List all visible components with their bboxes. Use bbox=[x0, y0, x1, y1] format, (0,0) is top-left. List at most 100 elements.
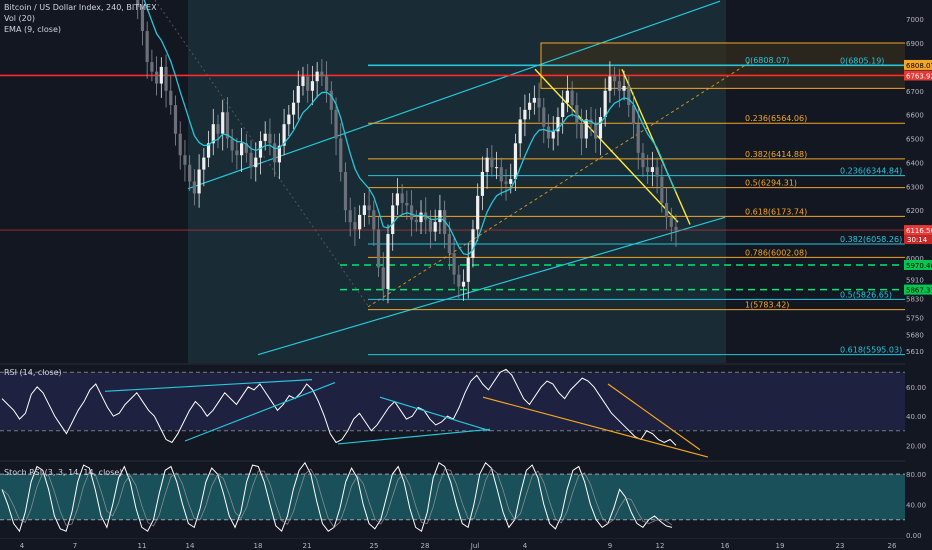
price-tick-label: 6700 bbox=[906, 88, 924, 96]
candle-body bbox=[216, 124, 220, 134]
time-axis[interactable]: 4 7 11 14 18 21 25 28 Jul 4 9 12 16 19 23 26 bbox=[0, 539, 932, 550]
candle-body bbox=[419, 212, 423, 223]
candle-body bbox=[376, 229, 381, 268]
candle-body bbox=[546, 126, 551, 139]
candle-body bbox=[664, 202, 669, 218]
fib-badge-bg bbox=[904, 59, 932, 70]
fib-level-label: 0(6805.19) bbox=[840, 57, 884, 66]
ema-indicator-label[interactable]: EMA (9, close) bbox=[4, 25, 61, 34]
rsi-legend[interactable]: RSI (14, close) bbox=[4, 368, 62, 377]
price-axis-bg bbox=[905, 0, 932, 550]
candle-body bbox=[362, 205, 366, 215]
time-tick-label: 7 bbox=[73, 542, 77, 550]
candle-body bbox=[188, 164, 192, 182]
candle-body bbox=[358, 214, 362, 230]
chart-legend[interactable]: Bitcoin / US Dollar Index, 240, BITMEX V… bbox=[4, 2, 157, 35]
candle-body bbox=[225, 112, 230, 139]
candle-body bbox=[433, 222, 437, 232]
price-tick-label: 6900 bbox=[906, 40, 924, 48]
candle-body bbox=[164, 66, 168, 91]
rsi-tick-label: 60.00 bbox=[906, 384, 926, 392]
fib-level-label: 0.236(6564.06) bbox=[745, 114, 807, 123]
candle-body bbox=[381, 267, 385, 289]
candle-body bbox=[542, 107, 546, 127]
symbol-title[interactable]: Bitcoin / US Dollar Index, 240, BITMEX bbox=[4, 3, 157, 12]
candle-body bbox=[140, 7, 145, 32]
price-axis[interactable]: 7000690068006700660065006400630062006100… bbox=[904, 0, 932, 550]
price-tick-label: 6400 bbox=[906, 159, 924, 167]
candle-body bbox=[306, 76, 310, 91]
fib-level-label: 0.618(5595.03) bbox=[840, 346, 902, 355]
time-axis-bg bbox=[0, 539, 932, 550]
candle-body bbox=[537, 97, 541, 108]
candle-body bbox=[414, 219, 418, 223]
stoch-tick-label: 0.00 bbox=[906, 532, 922, 540]
ema-line bbox=[143, 0, 677, 256]
price-tick-label: 6500 bbox=[906, 136, 924, 144]
candle-body bbox=[197, 169, 201, 194]
time-tick-label: 25 bbox=[370, 542, 379, 550]
candle-body bbox=[169, 90, 173, 106]
rsi-line bbox=[1, 368, 677, 446]
stoch-d-line bbox=[1, 467, 673, 528]
candle-body bbox=[466, 257, 470, 282]
candle-body bbox=[480, 171, 485, 196]
candle-body bbox=[471, 229, 475, 258]
candle-body bbox=[631, 105, 636, 125]
current-price-badge: 6116.56 bbox=[906, 227, 932, 235]
candle-body bbox=[282, 124, 286, 146]
candle-body bbox=[594, 124, 598, 139]
candle-body bbox=[329, 90, 333, 110]
candle-body bbox=[509, 179, 513, 184]
candle-body bbox=[386, 234, 390, 289]
candle-body bbox=[230, 138, 234, 151]
candle-body bbox=[579, 124, 584, 139]
candle-body bbox=[551, 131, 555, 139]
stoch-k-line bbox=[1, 461, 673, 533]
time-tick-label: 12 bbox=[656, 542, 665, 550]
price-tick-label: 6300 bbox=[906, 183, 924, 191]
price-series bbox=[136, 0, 678, 304]
current-price-badge-bg bbox=[904, 225, 932, 236]
time-tick-label: 21 bbox=[303, 542, 312, 550]
price-tick-label: 6600 bbox=[906, 112, 924, 120]
candle-body bbox=[310, 81, 315, 91]
stoch-rsi-legend[interactable]: Stoch RSI (3, 3, 14, 14, close) bbox=[4, 468, 123, 477]
drawings: 0(6808.07) 0.236(6564.06) 0.382(6414.88) 0.… bbox=[0, 0, 932, 356]
wedge-line-lower bbox=[534, 68, 679, 223]
time-tick-label: 26 bbox=[888, 542, 897, 550]
candle-body bbox=[603, 90, 607, 118]
candle-body bbox=[291, 102, 296, 115]
candle-body bbox=[395, 193, 400, 206]
candle-body bbox=[268, 133, 272, 144]
vol-indicator-label[interactable]: Vol (20) bbox=[4, 14, 35, 23]
candle-body bbox=[636, 124, 640, 153]
candle-body bbox=[561, 102, 565, 118]
candle-body bbox=[339, 138, 343, 172]
candle-body bbox=[617, 81, 621, 91]
rsi-trendline bbox=[482, 396, 709, 458]
candle-body bbox=[452, 253, 456, 275]
candle-body bbox=[391, 205, 395, 235]
candle-body bbox=[575, 105, 579, 125]
candle-body bbox=[320, 71, 324, 77]
candle-body bbox=[622, 85, 626, 91]
time-tick-label: 11 bbox=[138, 542, 147, 550]
price-tick-label: 5610 bbox=[906, 348, 924, 356]
channel-upper-line bbox=[187, 0, 721, 190]
candle-body bbox=[485, 157, 489, 172]
candle-body bbox=[353, 222, 357, 230]
candle-body bbox=[324, 76, 329, 91]
candle-body bbox=[206, 143, 211, 158]
fib-top-box bbox=[540, 42, 932, 89]
rsi-trendline bbox=[104, 379, 313, 392]
candle-body bbox=[367, 205, 371, 211]
channel-lower-line bbox=[257, 216, 726, 356]
fib-level-label: 0.5(6294.31) bbox=[745, 179, 797, 188]
candle-body bbox=[494, 167, 499, 169]
countdown-badge: 30:14 bbox=[907, 236, 928, 244]
candle-body bbox=[457, 274, 461, 287]
candle-body bbox=[513, 143, 518, 180]
candle-body bbox=[461, 281, 466, 287]
